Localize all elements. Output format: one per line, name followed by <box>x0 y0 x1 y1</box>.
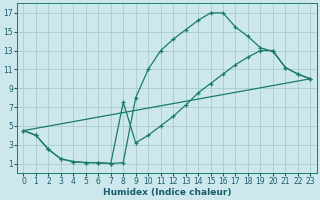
X-axis label: Humidex (Indice chaleur): Humidex (Indice chaleur) <box>103 188 231 197</box>
